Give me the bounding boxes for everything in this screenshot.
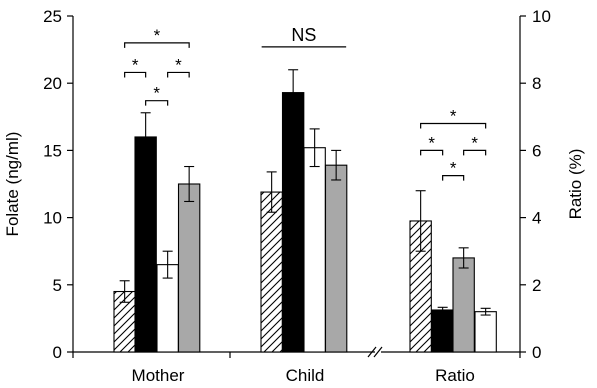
significance-bracket bbox=[442, 175, 465, 181]
bar-ratio-grey bbox=[452, 257, 475, 353]
bar-ratio-black bbox=[431, 309, 454, 353]
bar-child-hatched bbox=[260, 191, 283, 353]
significance-annotations: * * * * NS * * * * bbox=[124, 25, 487, 181]
significance-star: * bbox=[450, 107, 457, 126]
left-y-tick-label: 10 bbox=[43, 209, 62, 228]
x-category-label: Mother bbox=[132, 366, 185, 385]
significance-bracket bbox=[420, 149, 444, 156]
right-y-tick-label: 6 bbox=[532, 141, 541, 160]
ns-label: NS bbox=[291, 25, 316, 45]
significance-bracket bbox=[167, 71, 190, 78]
right-y-tick-label: 0 bbox=[532, 343, 541, 362]
axis-break-mark bbox=[367, 346, 377, 358]
significance-bracket bbox=[124, 42, 190, 48]
bar-child-white bbox=[303, 147, 326, 353]
right-y-tick-label: 8 bbox=[532, 74, 541, 93]
significance-star: * bbox=[471, 133, 478, 152]
right-y-axis-title: Ratio (%) bbox=[566, 149, 585, 220]
significance-bracket bbox=[463, 149, 487, 156]
right-y-tick-label: 2 bbox=[532, 276, 541, 295]
left-y-axis-title: Folate (ng/ml) bbox=[3, 132, 22, 237]
significance-star: * bbox=[153, 84, 160, 103]
bar-child-grey bbox=[324, 164, 348, 353]
axes: 0 5 10 15 20 25 0 2 4 6 8 10 bbox=[43, 7, 551, 362]
significance-star: * bbox=[154, 26, 161, 45]
bar-child-black bbox=[281, 92, 305, 353]
bar-mother-black bbox=[134, 136, 157, 353]
significance-bracket bbox=[145, 100, 169, 106]
significance-star: * bbox=[175, 55, 182, 74]
right-y-tick-label: 4 bbox=[532, 209, 541, 228]
significance-star: * bbox=[132, 55, 139, 74]
right-y-tick-label: 10 bbox=[532, 7, 551, 26]
axis-break-mark bbox=[373, 346, 383, 358]
left-y-tick-label: 5 bbox=[53, 276, 62, 295]
significance-star: * bbox=[428, 133, 435, 152]
axis-labels: Folate (ng/ml) Ratio (%) Mother Child Ratio bbox=[3, 132, 585, 385]
left-y-tick-label: 0 bbox=[53, 343, 62, 362]
significance-bracket bbox=[124, 71, 147, 78]
bar-mother-grey bbox=[177, 183, 201, 353]
left-y-tick-label: 20 bbox=[43, 74, 62, 93]
bar-ratio-white bbox=[474, 311, 497, 353]
left-y-tick-label: 25 bbox=[43, 7, 62, 26]
x-category-label: Ratio bbox=[435, 366, 475, 385]
bars bbox=[113, 69, 497, 353]
x-category-label: Child bbox=[286, 366, 325, 385]
significance-bracket bbox=[420, 122, 487, 129]
significance-star: * bbox=[450, 159, 457, 178]
left-y-tick-label: 15 bbox=[43, 141, 62, 160]
